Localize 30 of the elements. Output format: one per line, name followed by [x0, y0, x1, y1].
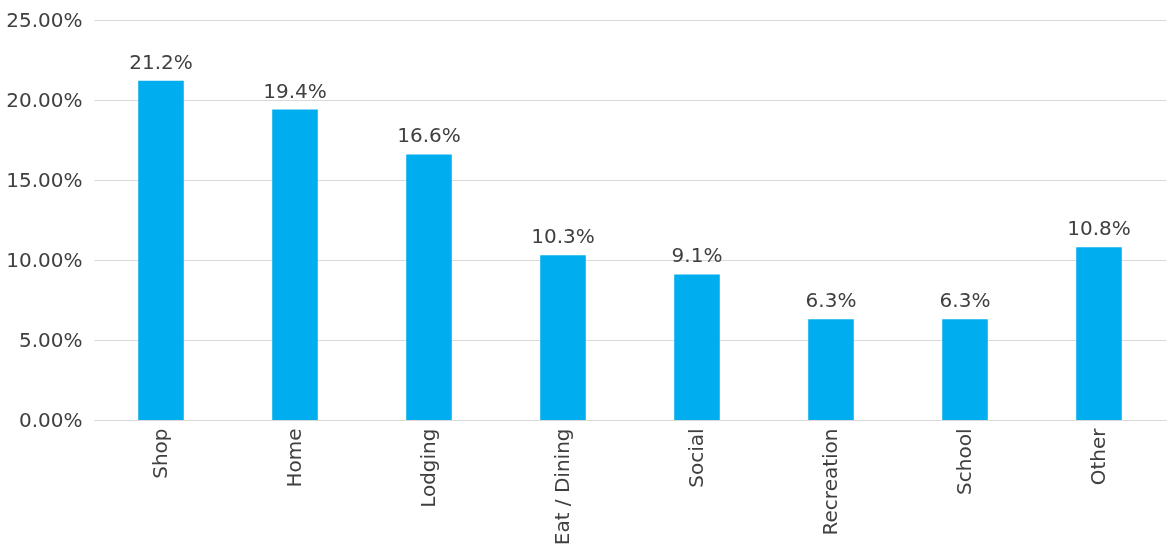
- x-tick-label: Other: [1086, 427, 1110, 486]
- data-label: 6.3%: [939, 288, 991, 313]
- data-label: 21.2%: [129, 49, 193, 74]
- bar: [808, 319, 854, 420]
- data-label: 10.3%: [531, 224, 595, 249]
- data-label: 16.6%: [397, 123, 461, 148]
- data-label: 6.3%: [805, 288, 857, 313]
- data-label: 19.4%: [263, 78, 327, 103]
- bar: [1076, 247, 1122, 420]
- bar: [942, 319, 988, 420]
- x-tick-label: Recreation: [818, 428, 842, 536]
- y-tick-label: 25.00%: [6, 7, 83, 32]
- bar: [272, 109, 318, 420]
- bar: [540, 255, 586, 420]
- data-label: 10.8%: [1067, 216, 1131, 241]
- y-tick-label: 0.00%: [18, 407, 83, 432]
- x-tick-label: Social: [684, 428, 708, 488]
- y-tick-label: 15.00%: [6, 167, 83, 192]
- x-tick-label: School: [952, 428, 976, 495]
- y-tick-label: 10.00%: [6, 247, 83, 272]
- x-tick-label: Eat / Dining: [550, 428, 574, 546]
- bar: [138, 80, 184, 420]
- bar: [406, 154, 452, 420]
- x-tick-label: Home: [282, 428, 306, 488]
- x-tick-label: Shop: [148, 428, 172, 479]
- y-tick-label: 20.00%: [6, 87, 83, 112]
- y-tick-label: 5.00%: [18, 327, 83, 352]
- x-tick-label: Lodging: [416, 428, 440, 508]
- bar: [674, 274, 720, 420]
- data-label: 9.1%: [671, 243, 723, 268]
